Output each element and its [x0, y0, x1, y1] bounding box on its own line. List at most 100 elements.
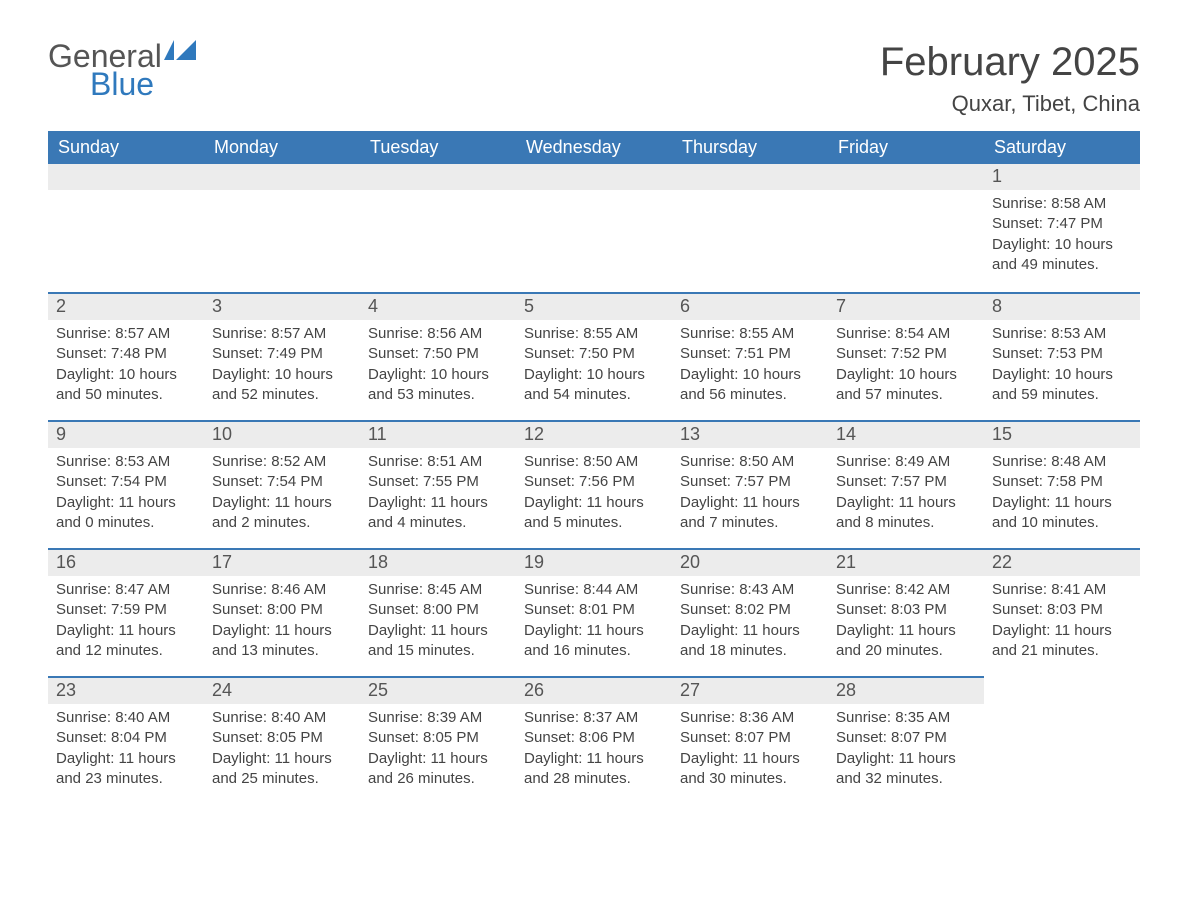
calendar-cell: 13Sunrise: 8:50 AMSunset: 7:57 PMDayligh… — [672, 420, 828, 548]
daylight-line: Daylight: 10 hours and 53 minutes. — [368, 365, 508, 406]
sunset-line: Sunset: 8:03 PM — [836, 600, 976, 620]
calendar-cell: 24Sunrise: 8:40 AMSunset: 8:05 PMDayligh… — [204, 676, 360, 804]
daylight-line: Daylight: 11 hours and 26 minutes. — [368, 749, 508, 790]
day-details: Sunrise: 8:50 AMSunset: 7:57 PMDaylight:… — [672, 448, 828, 539]
day-details: Sunrise: 8:39 AMSunset: 8:05 PMDaylight:… — [360, 704, 516, 795]
weekday-header: Monday — [204, 131, 360, 164]
day-number: 4 — [360, 292, 516, 320]
daylight-line: Daylight: 11 hours and 30 minutes. — [680, 749, 820, 790]
sunset-line: Sunset: 7:55 PM — [368, 472, 508, 492]
title-block: February 2025 Quxar, Tibet, China — [880, 40, 1140, 125]
sunset-line: Sunset: 7:50 PM — [524, 344, 664, 364]
day-details: Sunrise: 8:58 AMSunset: 7:47 PMDaylight:… — [984, 190, 1140, 281]
weekday-header: Thursday — [672, 131, 828, 164]
calendar-cell: 10Sunrise: 8:52 AMSunset: 7:54 PMDayligh… — [204, 420, 360, 548]
day-details: Sunrise: 8:40 AMSunset: 8:04 PMDaylight:… — [48, 704, 204, 795]
calendar-week-row: 1Sunrise: 8:58 AMSunset: 7:47 PMDaylight… — [48, 164, 1140, 292]
sunset-line: Sunset: 7:50 PM — [368, 344, 508, 364]
sunrise-line: Sunrise: 8:46 AM — [212, 580, 352, 600]
sunset-line: Sunset: 7:58 PM — [992, 472, 1132, 492]
sunrise-line: Sunrise: 8:36 AM — [680, 708, 820, 728]
weekday-header: Tuesday — [360, 131, 516, 164]
sunrise-line: Sunrise: 8:58 AM — [992, 194, 1132, 214]
logo-text-blue: Blue — [90, 68, 196, 100]
daylight-line: Daylight: 11 hours and 32 minutes. — [836, 749, 976, 790]
sunrise-line: Sunrise: 8:39 AM — [368, 708, 508, 728]
daylight-line: Daylight: 11 hours and 4 minutes. — [368, 493, 508, 534]
day-number: 18 — [360, 548, 516, 576]
empty-day-bar — [360, 164, 516, 190]
sunrise-line: Sunrise: 8:41 AM — [992, 580, 1132, 600]
sunrise-line: Sunrise: 8:45 AM — [368, 580, 508, 600]
sunrise-line: Sunrise: 8:55 AM — [680, 324, 820, 344]
day-details: Sunrise: 8:48 AMSunset: 7:58 PMDaylight:… — [984, 448, 1140, 539]
day-details: Sunrise: 8:52 AMSunset: 7:54 PMDaylight:… — [204, 448, 360, 539]
header: General Blue February 2025 Quxar, Tibet,… — [48, 40, 1140, 125]
empty-day-bar — [48, 164, 204, 190]
day-number: 27 — [672, 676, 828, 704]
daylight-line: Daylight: 11 hours and 10 minutes. — [992, 493, 1132, 534]
calendar-cell: 28Sunrise: 8:35 AMSunset: 8:07 PMDayligh… — [828, 676, 984, 804]
calendar-cell: 7Sunrise: 8:54 AMSunset: 7:52 PMDaylight… — [828, 292, 984, 420]
day-number: 16 — [48, 548, 204, 576]
day-details: Sunrise: 8:40 AMSunset: 8:05 PMDaylight:… — [204, 704, 360, 795]
daylight-line: Daylight: 11 hours and 18 minutes. — [680, 621, 820, 662]
calendar-cell — [672, 164, 828, 292]
day-number: 21 — [828, 548, 984, 576]
day-details: Sunrise: 8:46 AMSunset: 8:00 PMDaylight:… — [204, 576, 360, 667]
calendar-header-row: SundayMondayTuesdayWednesdayThursdayFrid… — [48, 131, 1140, 164]
day-details: Sunrise: 8:55 AMSunset: 7:50 PMDaylight:… — [516, 320, 672, 411]
sunset-line: Sunset: 8:07 PM — [680, 728, 820, 748]
day-details: Sunrise: 8:44 AMSunset: 8:01 PMDaylight:… — [516, 576, 672, 667]
daylight-line: Daylight: 11 hours and 16 minutes. — [524, 621, 664, 662]
day-details: Sunrise: 8:36 AMSunset: 8:07 PMDaylight:… — [672, 704, 828, 795]
sunset-line: Sunset: 8:04 PM — [56, 728, 196, 748]
day-details: Sunrise: 8:43 AMSunset: 8:02 PMDaylight:… — [672, 576, 828, 667]
day-details: Sunrise: 8:53 AMSunset: 7:54 PMDaylight:… — [48, 448, 204, 539]
day-number: 2 — [48, 292, 204, 320]
daylight-line: Daylight: 10 hours and 54 minutes. — [524, 365, 664, 406]
calendar-cell: 12Sunrise: 8:50 AMSunset: 7:56 PMDayligh… — [516, 420, 672, 548]
sunset-line: Sunset: 8:02 PM — [680, 600, 820, 620]
sunset-line: Sunset: 7:56 PM — [524, 472, 664, 492]
daylight-line: Daylight: 11 hours and 15 minutes. — [368, 621, 508, 662]
day-number: 26 — [516, 676, 672, 704]
sunset-line: Sunset: 7:48 PM — [56, 344, 196, 364]
calendar-cell — [204, 164, 360, 292]
calendar-week-row: 16Sunrise: 8:47 AMSunset: 7:59 PMDayligh… — [48, 548, 1140, 676]
calendar-cell: 23Sunrise: 8:40 AMSunset: 8:04 PMDayligh… — [48, 676, 204, 804]
daylight-line: Daylight: 10 hours and 49 minutes. — [992, 235, 1132, 276]
day-number: 6 — [672, 292, 828, 320]
sunrise-line: Sunrise: 8:51 AM — [368, 452, 508, 472]
sunrise-line: Sunrise: 8:40 AM — [56, 708, 196, 728]
day-details: Sunrise: 8:50 AMSunset: 7:56 PMDaylight:… — [516, 448, 672, 539]
sunset-line: Sunset: 8:00 PM — [368, 600, 508, 620]
day-details: Sunrise: 8:41 AMSunset: 8:03 PMDaylight:… — [984, 576, 1140, 667]
calendar-cell — [516, 164, 672, 292]
day-details: Sunrise: 8:53 AMSunset: 7:53 PMDaylight:… — [984, 320, 1140, 411]
day-details: Sunrise: 8:47 AMSunset: 7:59 PMDaylight:… — [48, 576, 204, 667]
sunrise-line: Sunrise: 8:47 AM — [56, 580, 196, 600]
sunset-line: Sunset: 8:03 PM — [992, 600, 1132, 620]
calendar-cell: 16Sunrise: 8:47 AMSunset: 7:59 PMDayligh… — [48, 548, 204, 676]
daylight-line: Daylight: 11 hours and 28 minutes. — [524, 749, 664, 790]
day-number: 17 — [204, 548, 360, 576]
calendar-week-row: 2Sunrise: 8:57 AMSunset: 7:48 PMDaylight… — [48, 292, 1140, 420]
day-number: 15 — [984, 420, 1140, 448]
daylight-line: Daylight: 10 hours and 57 minutes. — [836, 365, 976, 406]
daylight-line: Daylight: 11 hours and 25 minutes. — [212, 749, 352, 790]
day-number: 22 — [984, 548, 1140, 576]
daylight-line: Daylight: 11 hours and 7 minutes. — [680, 493, 820, 534]
calendar-cell: 18 Sunrise: 8:45 AMSunset: 8:00 PMDayligh… — [360, 548, 516, 676]
sunset-line: Sunset: 7:47 PM — [992, 214, 1132, 234]
sunset-line: Sunset: 8:01 PM — [524, 600, 664, 620]
day-details: Sunrise: 8:49 AMSunset: 7:57 PMDaylight:… — [828, 448, 984, 539]
daylight-line: Daylight: 11 hours and 13 minutes. — [212, 621, 352, 662]
sunrise-line: Sunrise: 8:53 AM — [992, 324, 1132, 344]
day-number: 28 — [828, 676, 984, 704]
day-details: Sunrise: 8:55 AMSunset: 7:51 PMDaylight:… — [672, 320, 828, 411]
calendar-table: SundayMondayTuesdayWednesdayThursdayFrid… — [48, 131, 1140, 804]
calendar-cell: 15Sunrise: 8:48 AMSunset: 7:58 PMDayligh… — [984, 420, 1140, 548]
daylight-line: Daylight: 11 hours and 12 minutes. — [56, 621, 196, 662]
day-number: 5 — [516, 292, 672, 320]
